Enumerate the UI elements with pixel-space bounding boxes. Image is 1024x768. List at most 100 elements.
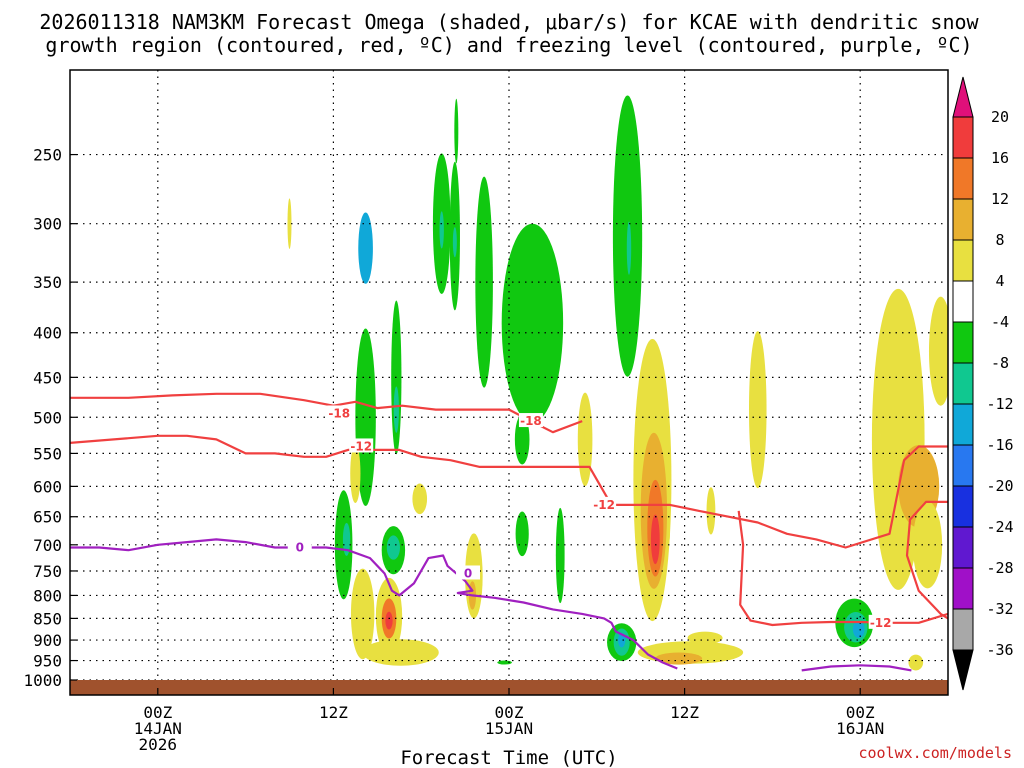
title-line-2: growth region (contoured, red, ºC) and f… xyxy=(45,33,972,57)
colorbar-label-8: -16 xyxy=(986,436,1013,454)
colorbar-bin-4 xyxy=(952,239,974,282)
colorbar-bin-12 xyxy=(952,157,974,200)
y-tick-label-600: 600 xyxy=(33,477,62,496)
colorbar-bin-16 xyxy=(952,116,974,159)
colorbar-label-7: -12 xyxy=(986,395,1013,413)
colorbar-label-0: 20 xyxy=(991,108,1009,126)
omega-cell-41 xyxy=(706,487,716,535)
omega-cell-39 xyxy=(687,631,723,645)
x-tick-label-24-1: 15JAN xyxy=(485,719,533,738)
y-axis: 250 300 350 400 450 500 550 600 650 700 750 800 850 9… xyxy=(23,146,77,690)
colorbar-bin--32 xyxy=(952,567,974,610)
isotherm-label: 0 xyxy=(296,541,304,555)
colorbar-label-12: -32 xyxy=(986,600,1013,618)
omega-cell-30 xyxy=(385,611,393,630)
colorbar-bin--16 xyxy=(952,403,974,446)
colorbar-under-triangle xyxy=(952,649,974,691)
colorbar-bin--4 xyxy=(952,280,974,323)
isotherm-label-bg xyxy=(518,413,543,428)
x-tick-label-48-0: 00Z xyxy=(846,703,875,722)
isotherm-5 xyxy=(801,664,912,672)
credit-text: coolwx.com/models xyxy=(858,744,1012,762)
omega-cell-38 xyxy=(655,652,703,665)
omega-cell-0 xyxy=(355,328,376,507)
isotherm-label: -18 xyxy=(520,414,542,428)
omega-cell-46 xyxy=(928,296,948,406)
y-tick-label-900: 900 xyxy=(33,631,62,650)
omega-cell-17 xyxy=(555,507,565,604)
omega-cell-50 xyxy=(908,654,924,671)
omega-cell-5 xyxy=(393,386,399,433)
y-tick-label-650: 650 xyxy=(33,508,62,527)
colorbar-label-9: -20 xyxy=(986,477,1013,495)
y-tick-label-250: 250 xyxy=(33,146,62,165)
x-tick-label-36-0: 12Z xyxy=(670,703,699,722)
isotherm-1 xyxy=(70,434,948,549)
y-tick-label-400: 400 xyxy=(33,324,62,343)
isotherm-4 xyxy=(70,538,678,670)
y-tick-label-800: 800 xyxy=(33,586,62,605)
y-tick-label-500: 500 xyxy=(33,408,62,427)
omega-cell-42 xyxy=(577,392,593,487)
y-tick-label-750: 750 xyxy=(33,562,62,581)
colorbar-bin--8 xyxy=(952,321,974,364)
x-axis-title: Forecast Time (UTC) xyxy=(400,747,617,768)
x-tick-label-0-2: 2026 xyxy=(139,735,178,754)
colorbar-label-4: 4 xyxy=(995,272,1004,290)
isotherm-label-bg xyxy=(349,438,374,453)
colorbar-bin--20 xyxy=(952,444,974,487)
grid xyxy=(70,70,948,695)
isotherm-3 xyxy=(905,500,948,620)
colorbar-bin--36 xyxy=(952,608,974,651)
omega-cell-32 xyxy=(362,639,439,666)
contours: -18 -18 -12 -12 -12 0 0 xyxy=(70,392,948,672)
colorbar-bin--12 xyxy=(952,362,974,405)
y-tick-label-1000: 1000 xyxy=(23,671,62,690)
colorbar-label-2: 12 xyxy=(991,190,1009,208)
omega-cell-19 xyxy=(626,221,632,275)
y-tick-label-450: 450 xyxy=(33,368,62,387)
omega-cell-16 xyxy=(515,511,529,557)
colorbar-label-3: 8 xyxy=(995,231,1004,249)
y-tick-label-300: 300 xyxy=(33,215,62,234)
colorbar-bin--28 xyxy=(952,526,974,569)
isotherm-label-bg xyxy=(287,539,312,554)
x-tick-label-0-1: 14JAN xyxy=(134,719,182,738)
colorbar-label-13: -36 xyxy=(986,641,1013,659)
x-tick-label-0-0: 00Z xyxy=(143,703,172,722)
x-tick-label-24-0: 00Z xyxy=(495,703,524,722)
omega-cell-1 xyxy=(358,212,373,284)
omega-cell-31 xyxy=(350,568,375,660)
omega-cell-40 xyxy=(748,331,767,489)
omega-cell-49 xyxy=(852,620,865,639)
x-tick-label-48-1: 16JAN xyxy=(836,719,884,738)
omega-shading xyxy=(287,95,948,671)
x-tick-label-12-0: 12Z xyxy=(319,703,348,722)
omega-cell-52 xyxy=(497,660,512,665)
colorbar-label-5: -4 xyxy=(991,313,1009,331)
y-tick-label-850: 850 xyxy=(33,609,62,628)
omega-cell-7 xyxy=(386,535,400,560)
isotherm-label: -12 xyxy=(593,498,615,512)
colorbar-label-10: -24 xyxy=(986,518,1013,536)
isotherm-label-bg xyxy=(456,565,481,580)
colorbar-bin-8 xyxy=(952,198,974,241)
title: 2026011318 NAM3KM Forecast Omega (shaded… xyxy=(39,10,979,57)
omega-cell-13 xyxy=(475,176,493,388)
omega-cell-45 xyxy=(912,501,943,589)
colorbar-over-triangle xyxy=(952,76,974,118)
isotherm-label: 0 xyxy=(464,566,472,580)
colorbar-label-1: 16 xyxy=(991,149,1009,167)
colorbar: 20 16 12 8 4 -4 -8 -12 -16 -20 -24 -28 -32 -36 xyxy=(952,76,1014,691)
omega-cell-36 xyxy=(412,483,428,515)
y-tick-label-550: 550 xyxy=(33,444,62,463)
omega-cell-3 xyxy=(342,522,351,556)
colorbar-bin--24 xyxy=(952,485,974,528)
omega-cell-14 xyxy=(501,223,564,423)
colorbar-label-6: -8 xyxy=(991,354,1009,372)
terrain-surface xyxy=(70,680,948,695)
isotherm-label: -12 xyxy=(350,439,372,453)
omega-cell-11 xyxy=(452,227,457,258)
